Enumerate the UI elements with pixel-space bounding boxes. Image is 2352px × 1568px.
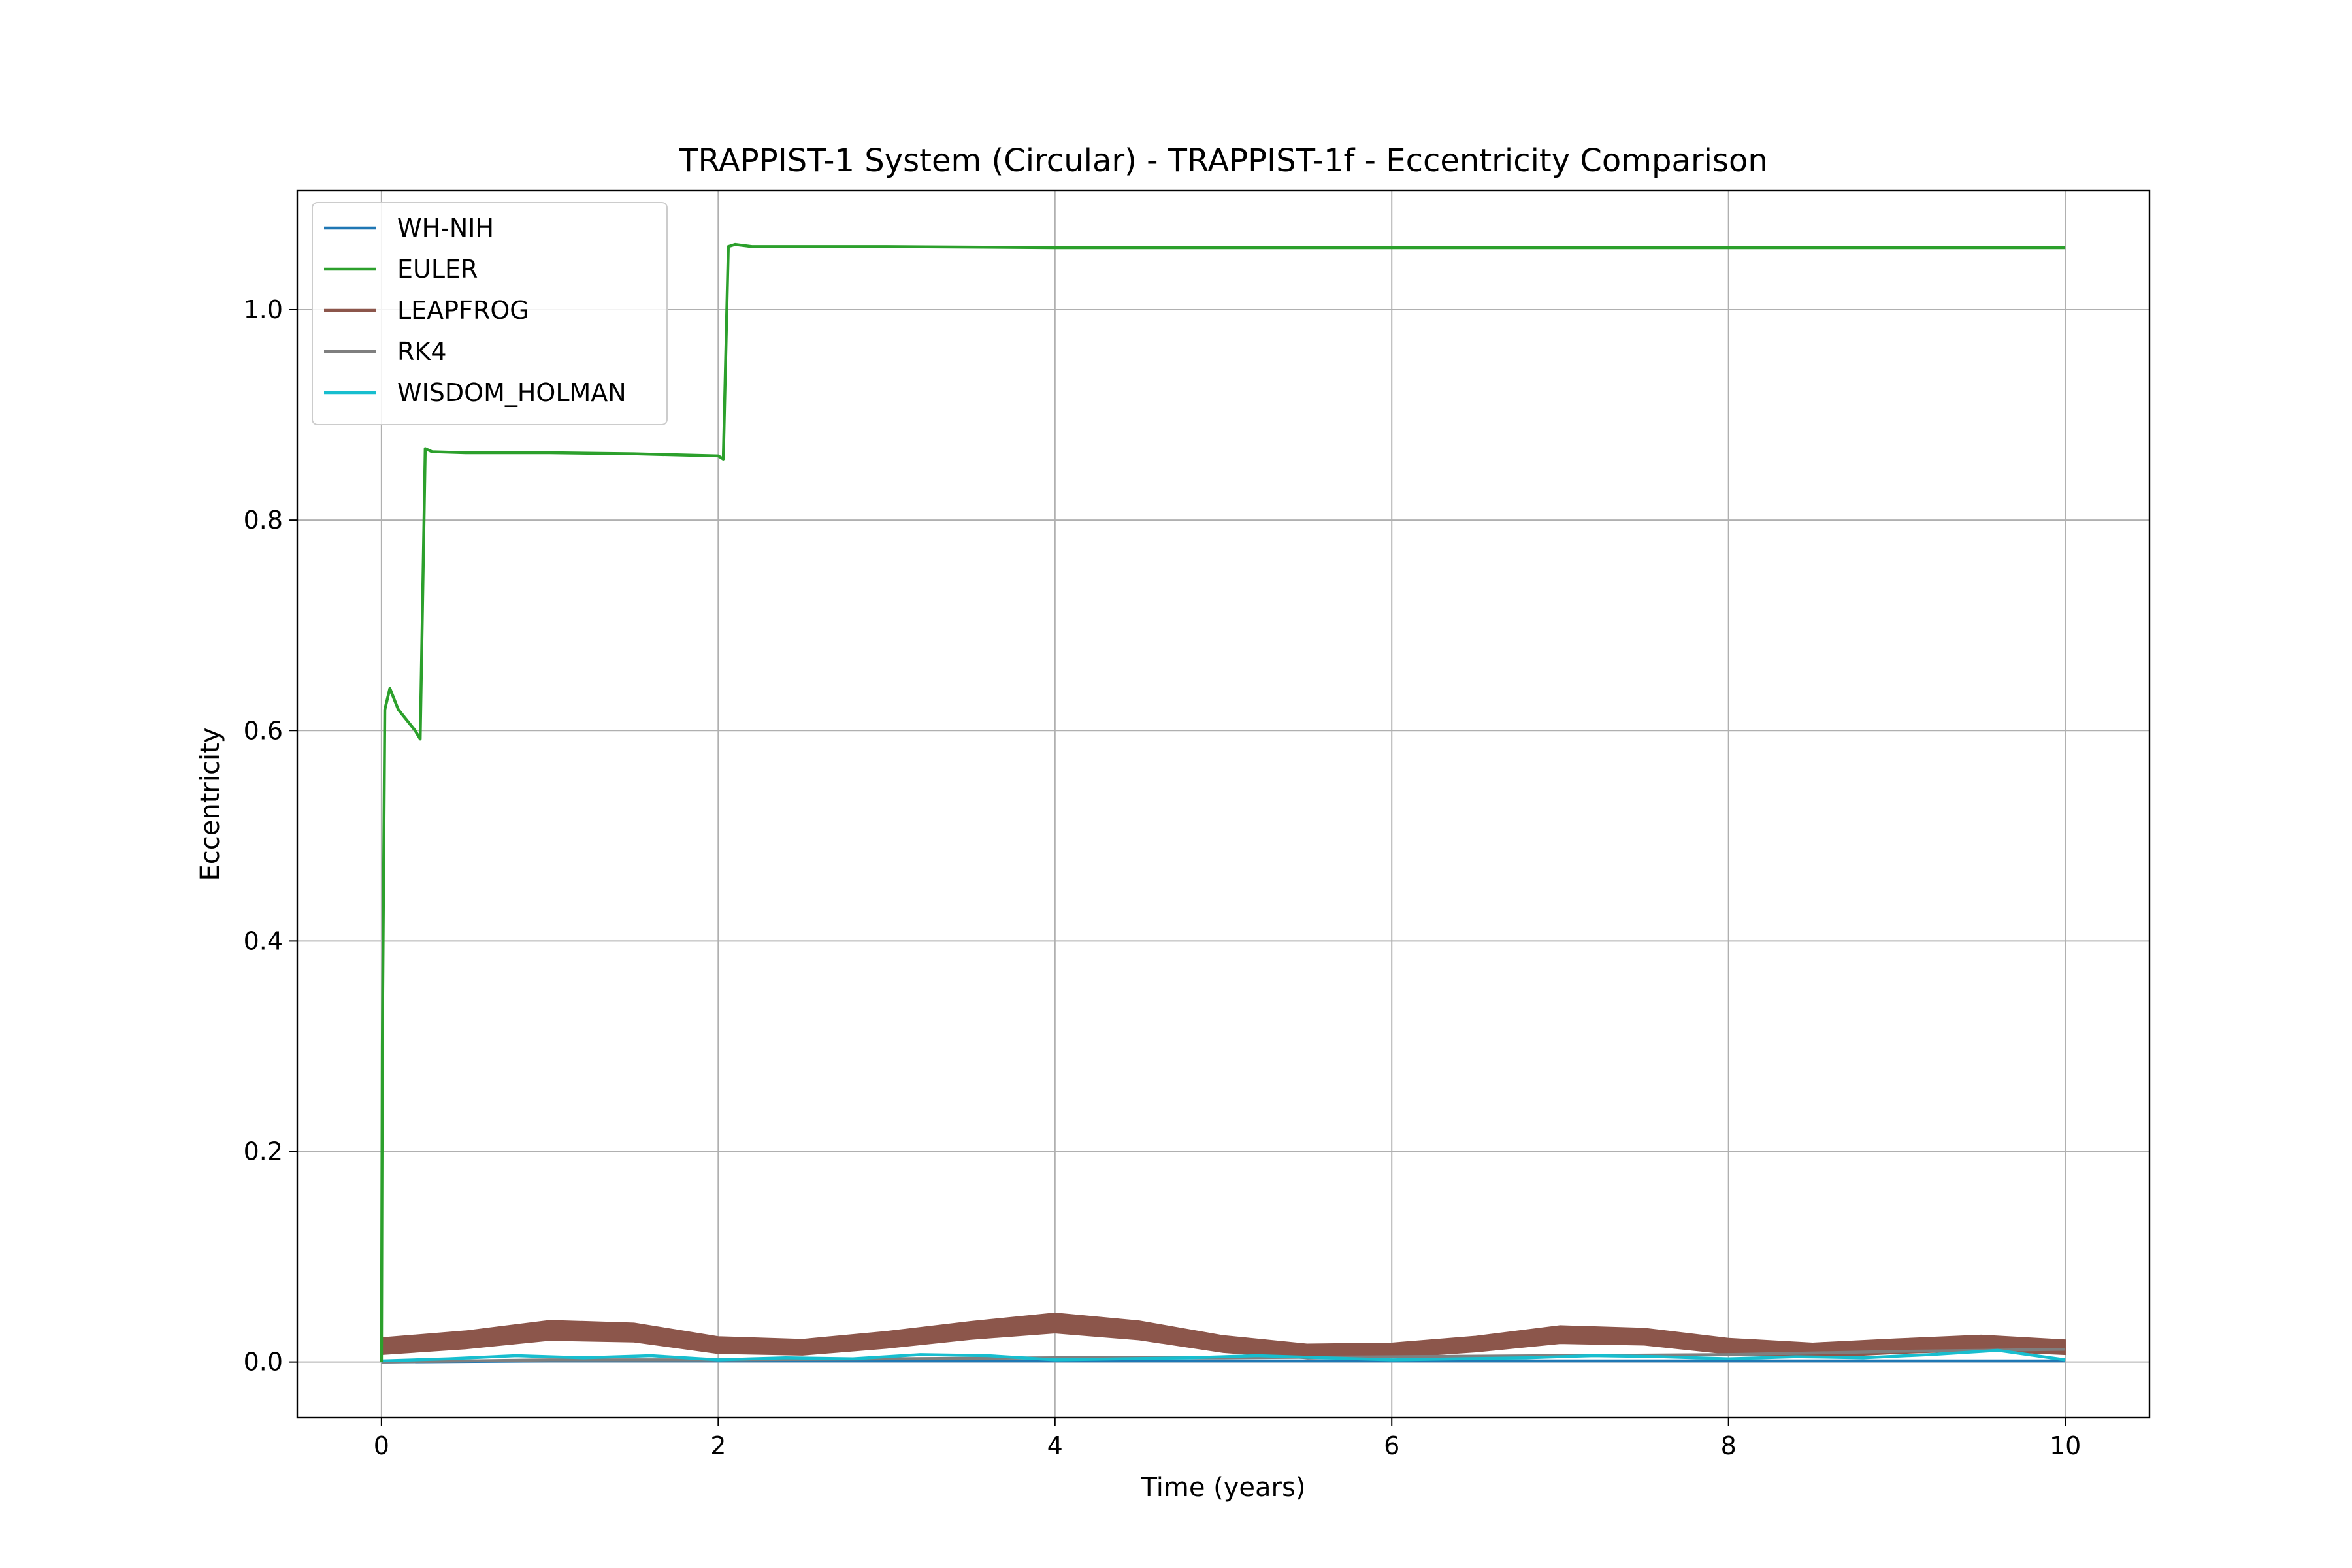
- legend: WH-NIH EULER LEAPFROG RK4 WISDOM_HOLMAN: [312, 202, 668, 425]
- y-axis-ticks: 0.0 0.2 0.4 0.6 0.8 1.0: [244, 295, 297, 1377]
- x-tick-label: 6: [1384, 1431, 1399, 1460]
- series-band-leapfrog: [380, 1313, 2066, 1360]
- x-tick-label: 10: [2050, 1431, 2081, 1460]
- chart-title: TRAPPIST-1 System (Circular) - TRAPPIST-…: [678, 142, 1768, 179]
- y-tick-label: 1.0: [244, 295, 283, 324]
- y-tick-label: 0.8: [244, 506, 283, 534]
- y-tick-label: 0.0: [244, 1348, 283, 1377]
- legend-label: WH-NIH: [397, 214, 494, 242]
- legend-label: EULER: [397, 255, 478, 284]
- grid-lines: [297, 191, 2149, 1418]
- series-line-euler: [380, 242, 2066, 1362]
- legend-label: WISDOM_HOLMAN: [397, 378, 627, 407]
- y-tick-label: 0.4: [244, 926, 283, 955]
- x-tick-label: 4: [1047, 1431, 1063, 1460]
- x-axis-ticks: 0 2 4 6 8 10: [374, 1418, 2081, 1460]
- legend-label: RK4: [397, 337, 447, 366]
- x-tick-label: 2: [710, 1431, 726, 1460]
- legend-box: [312, 202, 668, 425]
- axes-frame: [296, 189, 2151, 1419]
- x-axis-label: Time (years): [1141, 1473, 1306, 1503]
- y-tick-label: 0.6: [244, 716, 283, 745]
- legend-label: LEAPFROG: [397, 296, 529, 325]
- series-line-wisdom_holman: [381, 1348, 2066, 1363]
- plot-area: [380, 242, 2066, 1364]
- x-tick-label: 0: [374, 1431, 389, 1460]
- x-tick-label: 8: [1721, 1431, 1737, 1460]
- y-tick-label: 0.2: [244, 1137, 283, 1166]
- y-axis-label: Eccentricity: [195, 728, 225, 881]
